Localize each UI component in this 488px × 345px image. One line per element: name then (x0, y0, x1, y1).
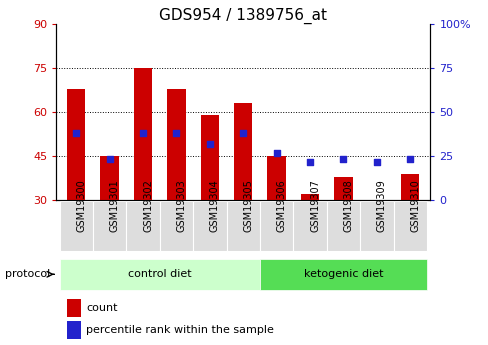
Bar (67, 89, 85, 200)
Text: GSM19302: GSM19302 (143, 179, 153, 232)
Text: GSM19300: GSM19300 (76, 179, 86, 231)
Text: control diet: control diet (128, 269, 191, 278)
Text: GSM19310: GSM19310 (409, 179, 419, 231)
Bar (67, 299, 81, 317)
Text: protocol: protocol (5, 269, 50, 279)
Bar (167, 89, 185, 200)
Text: GSM19301: GSM19301 (109, 179, 120, 231)
Text: GSM19308: GSM19308 (343, 179, 353, 231)
Point (172, 130, 180, 136)
Bar (101, 156, 119, 200)
Point (406, 156, 413, 162)
Bar (193, 201, 226, 250)
Title: GDS954 / 1389756_at: GDS954 / 1389756_at (159, 8, 326, 24)
Bar (326, 201, 360, 250)
Bar (160, 201, 193, 250)
Bar (67, 322, 81, 339)
Point (272, 150, 280, 156)
Text: GSM19307: GSM19307 (309, 179, 320, 232)
Bar (226, 201, 260, 250)
Text: GSM19305: GSM19305 (243, 179, 253, 232)
Point (305, 159, 313, 165)
Bar (400, 174, 419, 200)
Bar (293, 201, 326, 250)
Text: percentile rank within the sample: percentile rank within the sample (86, 325, 273, 335)
Text: GSM19309: GSM19309 (376, 179, 386, 231)
Point (139, 130, 147, 136)
Bar (134, 68, 152, 200)
Point (205, 141, 213, 147)
Point (372, 159, 380, 165)
Bar (267, 156, 285, 200)
Bar (260, 259, 426, 290)
Bar (200, 115, 219, 200)
Bar (334, 177, 352, 200)
Point (239, 130, 246, 136)
Text: GSM19304: GSM19304 (209, 179, 220, 231)
Bar (60, 259, 260, 290)
Bar (360, 201, 393, 250)
Bar (93, 201, 126, 250)
Bar (300, 194, 319, 200)
Bar (260, 201, 293, 250)
Point (105, 156, 113, 162)
Point (72, 130, 80, 136)
Bar (60, 201, 93, 250)
Bar (126, 201, 160, 250)
Point (339, 156, 346, 162)
Bar (393, 201, 426, 250)
Text: ketogenic diet: ketogenic diet (303, 269, 383, 278)
Text: GSM19306: GSM19306 (276, 179, 286, 231)
Text: GSM19303: GSM19303 (176, 179, 186, 231)
Bar (234, 104, 252, 200)
Text: count: count (86, 303, 118, 313)
